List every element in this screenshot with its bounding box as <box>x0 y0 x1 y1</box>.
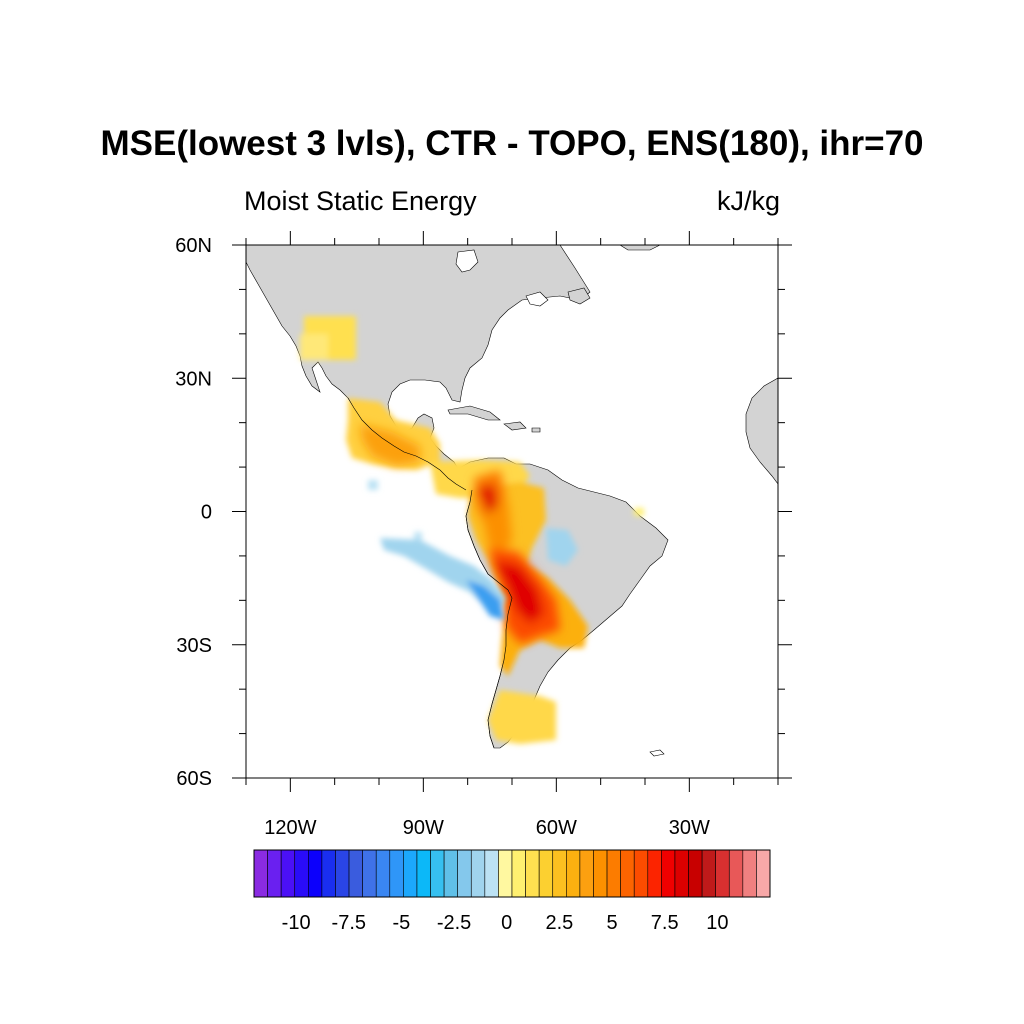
lat-tick-label: 60S <box>176 768 212 790</box>
colorbar-swatch <box>538 849 554 898</box>
colorbar-swatch <box>674 849 689 898</box>
colorbar-label: -10 <box>282 912 311 934</box>
colorbar-label: -2.5 <box>437 912 471 934</box>
colorbar-swatch <box>267 849 282 898</box>
colorbar-swatch <box>728 849 744 898</box>
hispaniola <box>503 421 527 431</box>
colorbar-swatch <box>525 849 540 898</box>
colorbar-label: 10 <box>706 912 728 934</box>
lon-tick-label: 120W <box>264 817 316 839</box>
variable-name: Moist Static Energy <box>244 186 477 216</box>
map-area <box>246 245 778 778</box>
colorbar-label: 0 <box>501 912 512 934</box>
colorbar-label: -7.5 <box>332 912 366 934</box>
colorbar-swatch <box>308 849 323 898</box>
colorbar-label: 2.5 <box>545 912 573 934</box>
map-title: MSE(lowest 3 lvls), CTR - TOPO, ENS(180)… <box>100 124 924 163</box>
colorbar-swatch <box>294 849 309 898</box>
strong-positive-anomaly <box>360 424 560 644</box>
colorbar-swatch <box>579 849 594 898</box>
falkland-islands <box>649 749 665 757</box>
colorbar-swatch <box>335 849 350 898</box>
colorbar-swatch <box>403 849 418 898</box>
colorbar-label: 7.5 <box>651 912 679 934</box>
colorbar-swatch <box>443 849 458 898</box>
colorbar-frame <box>253 849 771 898</box>
colorbar-swatch <box>416 849 431 898</box>
colorbar-swatch <box>470 849 486 898</box>
colorbar-swatch <box>742 849 757 898</box>
lat-tick-label: 30N <box>175 368 212 390</box>
colorbar-swatch <box>457 849 472 898</box>
colorbar-swatch <box>348 849 363 898</box>
newfoundland <box>567 287 591 305</box>
colorbar-swatch <box>647 849 662 898</box>
cuba <box>447 405 501 421</box>
colorbar-swatch <box>430 849 445 898</box>
colorbar-swatch <box>511 849 526 898</box>
gulf-st-lawrence <box>525 291 549 307</box>
colorbar-label: 5 <box>606 912 617 934</box>
colorbar-label: -5 <box>393 912 411 934</box>
colorbar-swatch <box>280 849 296 898</box>
lon-tick-label: 60W <box>536 817 577 839</box>
colorbar: -10 -7.5 -5 -2.5 0 2.5 5 7.5 10 <box>253 849 771 934</box>
colorbar-swatch <box>253 849 268 898</box>
colorbar-swatch <box>620 849 635 898</box>
colorbar-swatch <box>606 849 621 898</box>
colorbar-swatch <box>566 849 581 898</box>
colorbar-swatch <box>362 849 377 898</box>
africa-landmass <box>745 377 778 485</box>
lon-tick-label: 90W <box>403 817 444 839</box>
colorbar-swatch <box>633 849 649 898</box>
coastline-overlay <box>347 397 513 749</box>
colorbar-swatch <box>484 849 499 898</box>
colorbar-swatch <box>688 849 703 898</box>
lon-tick-label: 30W <box>669 817 710 839</box>
colorbar-swatch <box>701 849 716 898</box>
colorbar-swatch <box>715 849 730 898</box>
puerto-rico <box>531 427 541 433</box>
colorbar-swatch <box>661 849 676 898</box>
lat-tick-label: 0 <box>201 502 212 524</box>
lat-tick-label: 60N <box>175 235 212 257</box>
arctic-island <box>619 245 661 251</box>
hudson-bay <box>455 249 479 273</box>
axis-ticks: 60N 30N 0 30S 60S 120W 90W 60W 30W <box>175 231 792 839</box>
colorbar-swatch <box>756 849 771 898</box>
colorbar-swatch <box>375 849 391 898</box>
colorbar-swatch <box>593 849 608 898</box>
colorbar-swatch <box>498 849 513 898</box>
colorbar-swatch <box>321 849 336 898</box>
units-label: kJ/kg <box>716 186 780 216</box>
negative-anomaly-field <box>368 480 578 620</box>
lat-tick-label: 30S <box>176 635 212 657</box>
colorbar-swatch <box>389 849 404 898</box>
colorbar-swatch <box>552 849 567 898</box>
